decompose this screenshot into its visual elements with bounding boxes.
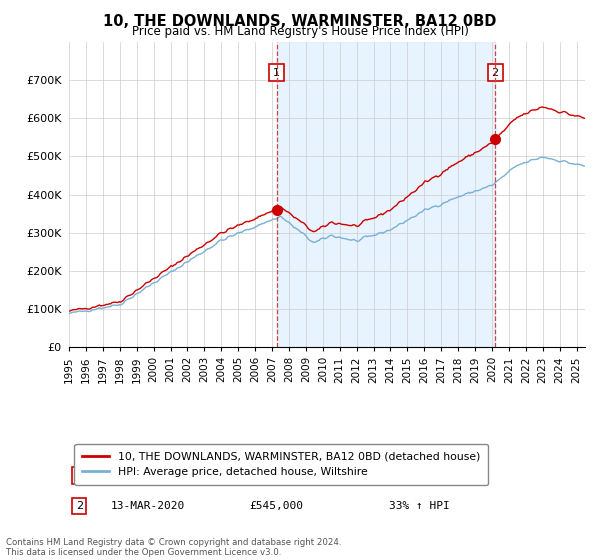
Text: 33% ↑ HPI: 33% ↑ HPI — [389, 501, 449, 511]
Text: 05-APR-2007: 05-APR-2007 — [110, 470, 185, 480]
Text: 1: 1 — [76, 470, 83, 480]
Text: £360,000: £360,000 — [250, 470, 304, 480]
Legend: 10, THE DOWNLANDS, WARMINSTER, BA12 0BD (detached house), HPI: Average price, de: 10, THE DOWNLANDS, WARMINSTER, BA12 0BD … — [74, 444, 488, 485]
Bar — [277, 42, 495, 347]
Text: 2: 2 — [76, 501, 83, 511]
Text: 14% ↑ HPI: 14% ↑ HPI — [389, 470, 449, 480]
Text: Price paid vs. HM Land Registry's House Price Index (HPI): Price paid vs. HM Land Registry's House … — [131, 25, 469, 38]
Text: 1: 1 — [273, 68, 280, 77]
Text: 2: 2 — [491, 68, 499, 77]
Text: £545,000: £545,000 — [250, 501, 304, 511]
Text: 13-MAR-2020: 13-MAR-2020 — [110, 501, 185, 511]
Text: 10, THE DOWNLANDS, WARMINSTER, BA12 0BD: 10, THE DOWNLANDS, WARMINSTER, BA12 0BD — [103, 14, 497, 29]
Text: Contains HM Land Registry data © Crown copyright and database right 2024.
This d: Contains HM Land Registry data © Crown c… — [6, 538, 341, 557]
